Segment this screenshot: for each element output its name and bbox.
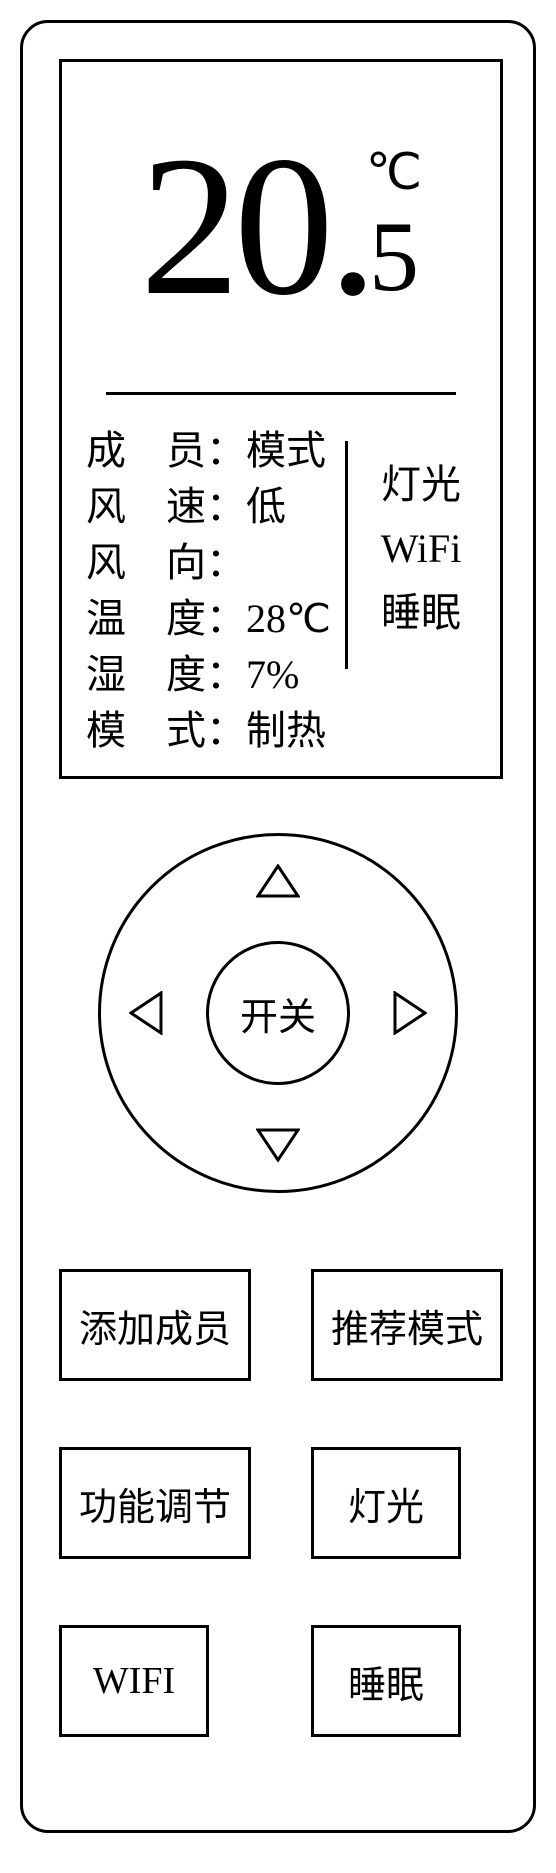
dpad-up-button[interactable]: [248, 851, 308, 911]
sleep-button[interactable]: 睡眠: [311, 1625, 461, 1737]
dpad-right-button[interactable]: [380, 983, 440, 1043]
triangle-right-icon: [393, 991, 427, 1035]
button-grid: 添加成员 推荐模式 功能调节 灯光 WIFI 睡眠: [59, 1269, 503, 1737]
dpad: 开关: [98, 833, 458, 1193]
function-adjust-button[interactable]: 功能调节: [59, 1447, 251, 1559]
indicator-list: 灯光 WiFi 睡眠: [366, 423, 476, 759]
status-vertical-divider: [345, 441, 348, 669]
indicator-light: 灯光: [366, 453, 476, 517]
triangle-left-icon: [129, 991, 163, 1035]
indicator-wifi: WiFi: [366, 517, 476, 581]
power-button[interactable]: 开关: [206, 941, 350, 1085]
temperature-integer: 20.: [140, 127, 372, 327]
status-row-temp: 温度：28℃: [86, 591, 333, 647]
power-button-label: 开关: [240, 986, 316, 1041]
add-member-button[interactable]: 添加成员: [59, 1269, 251, 1381]
temperature-decimal: 5: [369, 207, 419, 307]
temperature-side: ℃ 5: [366, 147, 422, 307]
triangle-up-icon: [256, 864, 300, 898]
dpad-down-button[interactable]: [248, 1115, 308, 1175]
triangle-down-icon: [256, 1128, 300, 1162]
display-screen: 20. ℃ 5 成员：模式 风速：低 风向： 温度：28℃: [59, 59, 503, 779]
temperature-unit: ℃: [366, 147, 422, 197]
wifi-button[interactable]: WIFI: [59, 1625, 209, 1737]
dpad-left-button[interactable]: [116, 983, 176, 1043]
light-button[interactable]: 灯光: [311, 1447, 461, 1559]
remote-device-frame: 20. ℃ 5 成员：模式 风速：低 风向： 温度：28℃: [20, 20, 536, 1833]
status-row-mode: 模式：制热: [86, 703, 333, 759]
indicator-sleep: 睡眠: [366, 581, 476, 645]
dpad-region: 开关: [23, 833, 533, 1193]
recommend-mode-button[interactable]: 推荐模式: [311, 1269, 503, 1381]
status-row-member: 成员：模式: [86, 423, 333, 479]
temperature-display: 20. ℃ 5: [62, 62, 500, 392]
status-panel: 成员：模式 风速：低 风向： 温度：28℃ 湿度：7% 模式：制热: [62, 395, 500, 759]
status-list: 成员：模式 风速：低 风向： 温度：28℃ 湿度：7% 模式：制热: [86, 423, 333, 759]
status-row-fanspeed: 风速：低: [86, 479, 333, 535]
status-row-fandir: 风向：: [86, 535, 333, 591]
status-row-humidity: 湿度：7%: [86, 647, 333, 703]
